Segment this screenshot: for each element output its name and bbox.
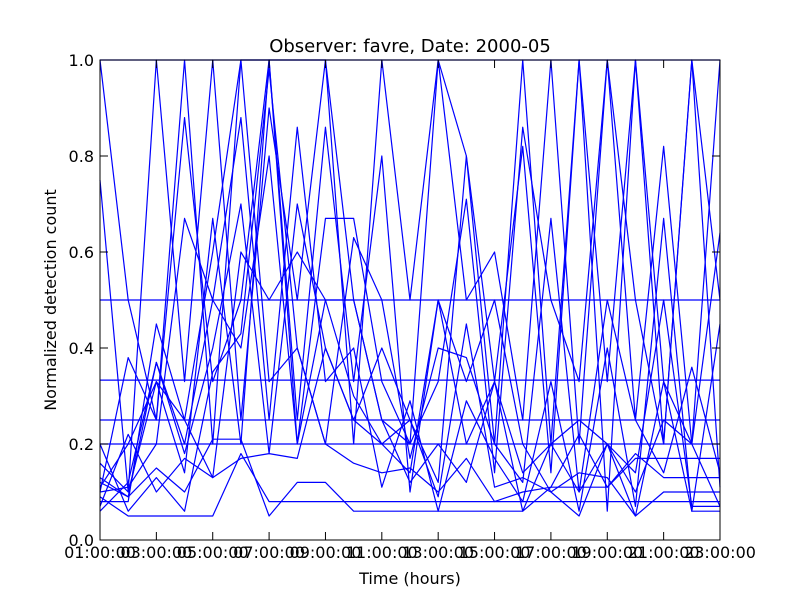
y-axis-label: Normalized detection count xyxy=(41,189,60,411)
y-tick-label: 0.8 xyxy=(69,147,94,166)
y-tick-label: 0.4 xyxy=(69,339,94,358)
series-line-8 xyxy=(99,59,721,512)
x-tick-label: 09:00:00 xyxy=(290,543,362,562)
x-axis-label: Time (hours) xyxy=(358,569,461,588)
series-line-16 xyxy=(99,251,720,517)
x-tick-label: 07:00:00 xyxy=(233,543,305,562)
series-line-10 xyxy=(100,59,721,503)
x-tick-label: 03:00:00 xyxy=(120,543,192,562)
x-tick-label: 21:00:00 xyxy=(628,543,700,562)
y-tick-label: 0.2 xyxy=(69,435,94,454)
series-line-13 xyxy=(99,438,720,517)
plot-area-frame xyxy=(99,59,721,541)
x-tick-label: 05:00:00 xyxy=(177,543,249,562)
x-tick-label: 17:00:00 xyxy=(515,543,587,562)
series-line-18 xyxy=(99,155,721,507)
x-tick-label: 15:00:00 xyxy=(459,543,531,562)
series-line-17 xyxy=(99,155,720,512)
x-tick-label: 23:00:00 xyxy=(684,543,756,562)
x-tick-label: 19:00:00 xyxy=(571,543,643,562)
y-tick-label: 1.0 xyxy=(69,51,94,70)
series-line-6 xyxy=(99,59,721,488)
series-line-11 xyxy=(99,116,721,512)
x-tick-label: 13:00:00 xyxy=(402,543,474,562)
y-tick-label: 0.0 xyxy=(69,531,94,550)
series-line-9 xyxy=(99,59,721,493)
series-line-14 xyxy=(99,453,720,517)
x-tick-label: 11:00:00 xyxy=(346,543,418,562)
tick-layer: 01:00:0003:00:0005:00:0007:00:0009:00:00… xyxy=(64,51,756,562)
series-layer xyxy=(99,59,721,517)
y-tick-label: 0.6 xyxy=(69,243,94,262)
series-line-12 xyxy=(99,68,720,512)
chart-title: Observer: favre, Date: 2000-05 xyxy=(269,36,551,57)
x-tick-label: 01:00:00 xyxy=(64,543,136,562)
